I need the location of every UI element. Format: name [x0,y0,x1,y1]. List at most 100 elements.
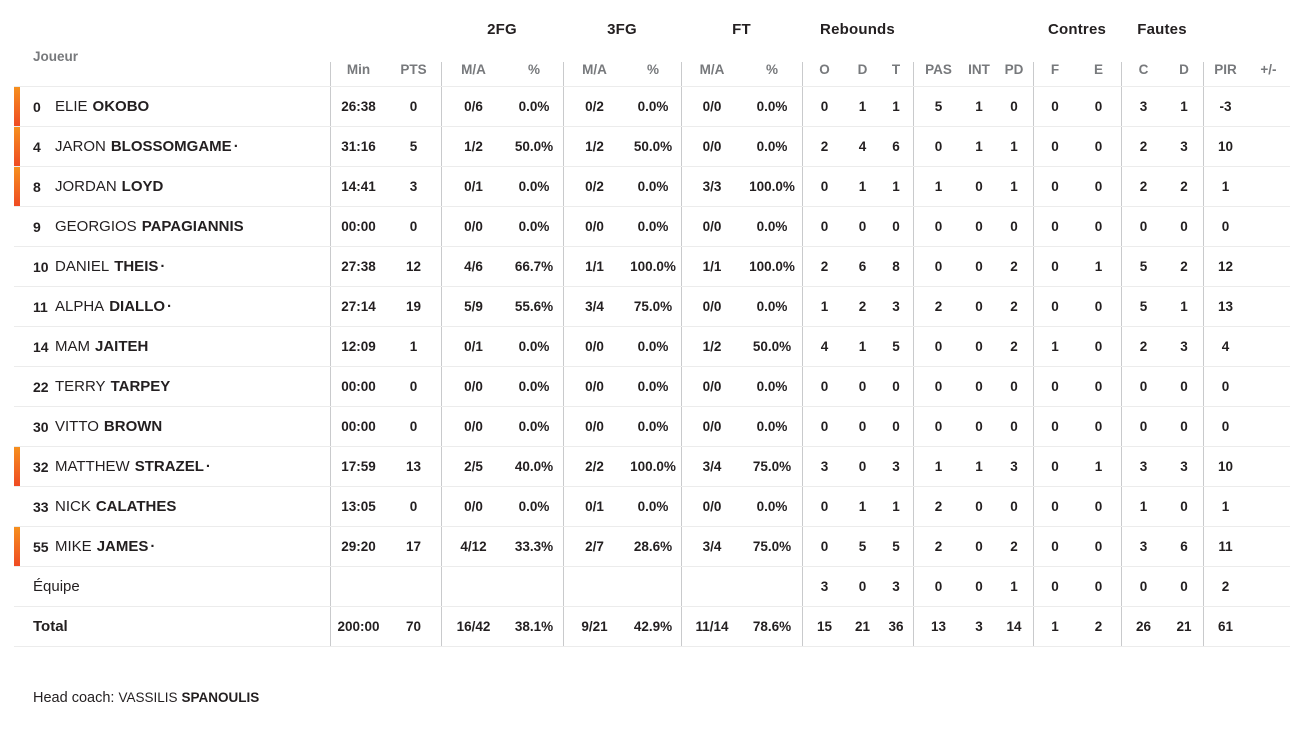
stat-3fg-ma: 9/21 [563,607,625,646]
stat-fouls-c: 2 [1121,127,1165,166]
player-first-name: TERRY [55,378,106,395]
player-number: 8 [33,178,41,195]
stat-min: 12:09 [330,327,386,366]
player-first-name: NICK [55,498,91,515]
stat-reb-o: 0 [802,87,846,126]
stat-reb-o: 0 [802,367,846,406]
stat-pas: 0 [913,567,963,606]
stat-reb-t: 6 [892,139,900,154]
stat-2fg-ma: 0/1 [441,167,505,206]
stat-plus-minus [1247,87,1290,126]
player-cell[interactable]: 33 NICK CALATHES [14,487,330,526]
col-header-fouls-d: D [1179,62,1189,77]
player-cell[interactable]: 0 ELIE OKOBO [14,87,330,126]
oncourt-dot: · [167,298,173,315]
table-row: 32 MATTHEW STRAZEL · 17:59 13 2/5 40.0% … [14,446,1290,486]
stat-pas: 0 [913,407,963,446]
stat-reb-d: 6 [858,259,867,274]
stat-reb-t: 8 [892,259,900,274]
stat-blocks-e: 1 [1094,259,1103,274]
table-row: Équipe 3 0 3 0 0 1 0 0 0 0 2 [14,566,1290,606]
stat-plus-minus [1247,407,1290,446]
starter-indicator-bar [14,447,20,486]
player-cell[interactable]: 30 VITTO BROWN [14,407,330,446]
stat-2fg-ma: 0/0 [441,367,505,406]
stat-reb-o: 0 [802,207,846,246]
stat-min: 29:20 [330,527,386,566]
stat-reb-o: 1 [802,287,846,326]
stat-ft-ma: 0/0 [681,87,742,126]
stat-pir: 0 [1203,407,1247,446]
stat-blocks-e: 0 [1094,299,1103,314]
stat-pir: 0 [1203,207,1247,246]
player-number: 0 [33,98,41,115]
stat-ft-pct: 78.6% [752,619,792,634]
stat-3fg-pct [625,567,681,606]
column-header-row: Joueur Min PTS M/A % M/A % M/A % O D T P… [14,43,1290,86]
oncourt-dot: · [205,458,211,475]
stat-ft-pct: 0.0% [756,499,788,514]
stat-fouls-d: 0 [1180,419,1188,434]
stat-reb-t: 1 [892,499,900,514]
player-cell[interactable]: 22 TERRY TARPEY [14,367,330,406]
stat-blocks-f: 0 [1033,247,1076,286]
stat-3fg-pct: 28.6% [633,539,673,554]
stat-reb-o: 15 [802,607,846,646]
player-cell[interactable]: 8 JORDAN LOYD [14,167,330,206]
stat-plus-minus [1247,567,1290,606]
stat-pts: 1 [409,339,418,354]
stat-fouls-d: 2 [1180,179,1188,194]
stat-fouls-d: 3 [1180,139,1188,154]
stat-plus-minus [1247,327,1290,366]
stat-blocks-e: 2 [1094,619,1103,634]
stat-fouls-c: 0 [1121,207,1165,246]
stat-pas: 2 [913,527,963,566]
stat-pd: 0 [1010,219,1018,234]
player-cell[interactable]: 55 MIKE JAMES · [14,527,330,566]
stat-reb-o: 3 [802,447,846,486]
stat-reb-o: 0 [802,407,846,446]
stat-ft-ma: 0/0 [681,407,742,446]
player-last-name: BLOSSOMGAME [110,138,232,155]
stat-ft-ma: 3/4 [681,527,742,566]
stat-3fg-ma: 1/1 [563,247,625,286]
player-cell[interactable]: 14 MAM JAITEH [14,327,330,366]
player-cell[interactable]: 9 GEORGIOS PAPAGIANNIS [14,207,330,246]
player-last-name: JAITEH [95,338,149,355]
stat-fouls-c: 5 [1121,247,1165,286]
player-cell[interactable]: 10 DANIEL THEIS · [14,247,330,286]
stat-fouls-c: 3 [1121,447,1165,486]
stat-reb-o: 0 [802,167,846,206]
stat-2fg-pct: 0.0% [518,339,550,354]
player-first-name: Équipe [33,578,80,595]
stat-fouls-c: 2 [1121,327,1165,366]
player-number: 30 [33,418,49,435]
group-header-contres: Contres [1047,21,1107,38]
player-cell[interactable]: 32 MATTHEW STRAZEL · [14,447,330,486]
coach-first-name: VASSILIS [118,690,178,705]
stat-pas: 13 [913,607,963,646]
stat-pd: 1 [1010,579,1018,594]
stat-3fg-pct: 42.9% [633,619,673,634]
stat-pas: 5 [913,87,963,126]
player-cell[interactable]: 11 ALPHA DIALLO · [14,287,330,326]
player-last-name: CALATHES [95,498,177,515]
stat-3fg-pct: 75.0% [633,299,673,314]
stat-blocks-f: 0 [1033,287,1076,326]
player-last-name: PAPAGIANNIS [141,218,244,235]
stat-plus-minus [1247,127,1290,166]
stat-pir: 4 [1203,327,1247,366]
stat-3fg-ma: 3/4 [563,287,625,326]
starter-indicator-bar [14,127,20,166]
stat-blocks-e: 0 [1094,419,1103,434]
player-number: 32 [33,458,49,475]
stat-3fg-pct: 0.0% [637,499,669,514]
col-header-min: Min [330,62,386,86]
player-cell[interactable]: 4 JARON BLOSSOMGAME · [14,127,330,166]
stat-reb-t: 0 [892,419,900,434]
player-last-name: JAMES [96,538,149,555]
stat-fouls-c: 3 [1121,527,1165,566]
player-number: 4 [33,138,41,155]
stat-ft-ma: 0/0 [681,207,742,246]
table-row: 4 JARON BLOSSOMGAME · 31:16 5 1/2 50.0% … [14,126,1290,166]
